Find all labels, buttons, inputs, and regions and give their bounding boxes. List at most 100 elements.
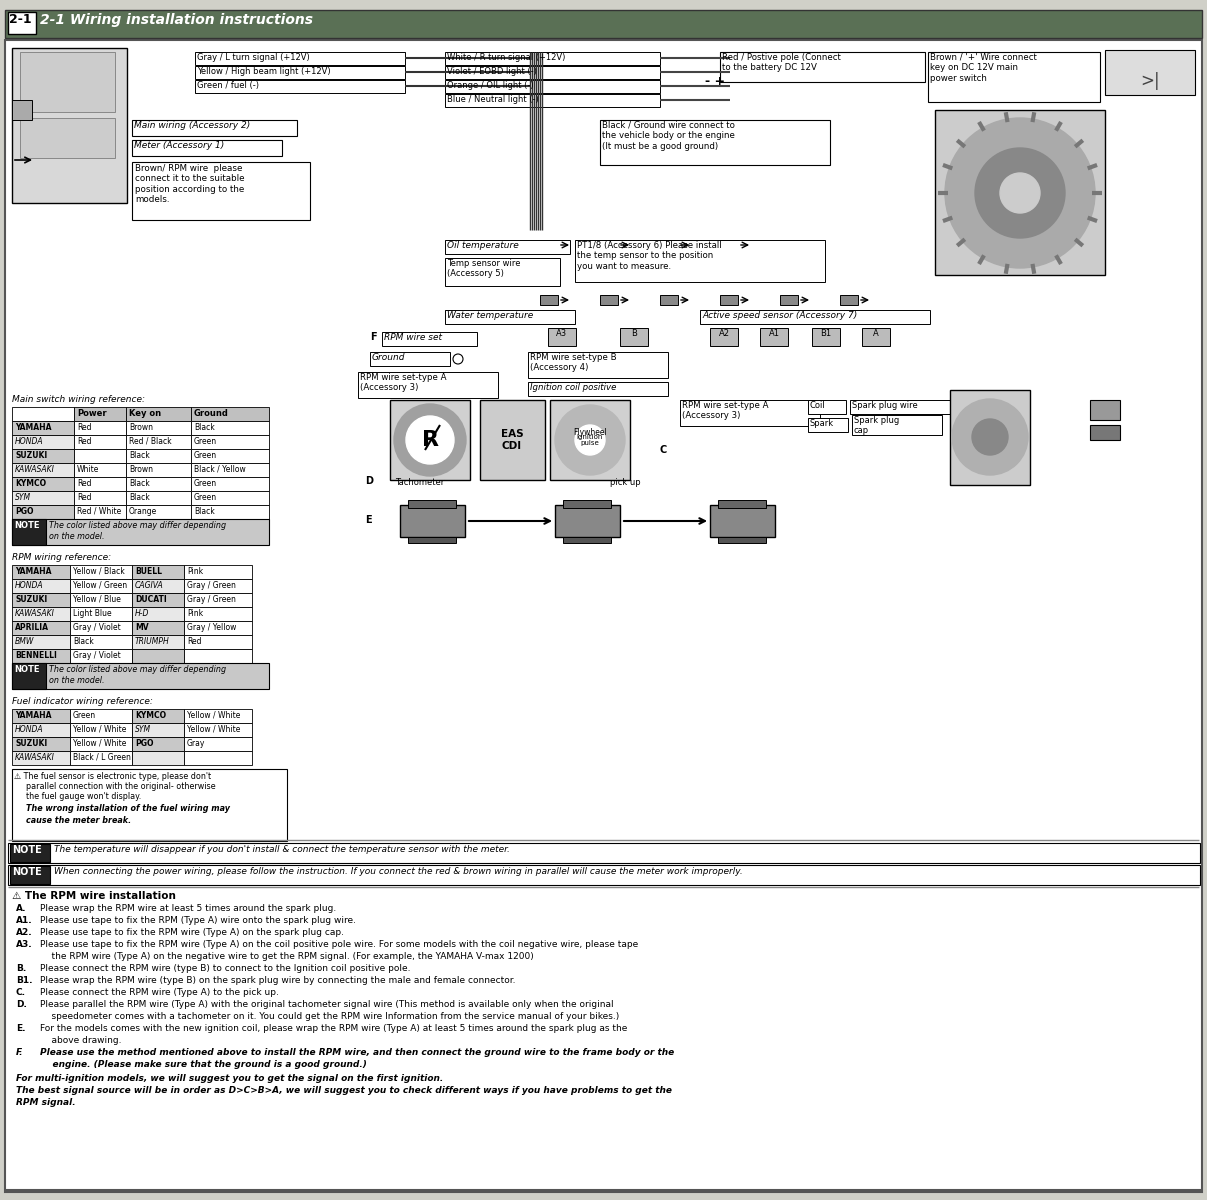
Bar — [550, 400, 630, 480]
Text: Please wrap the RPM wire at least 5 times around the spark plug.: Please wrap the RPM wire at least 5 time… — [40, 904, 337, 913]
Text: Please wrap the RPM wire (type B) on the spark plug wire by connecting the male : Please wrap the RPM wire (type B) on the… — [40, 976, 515, 985]
Text: A1.: A1. — [16, 916, 33, 925]
Bar — [8, 842, 1200, 863]
Bar — [183, 635, 252, 649]
Text: YAMAHA: YAMAHA — [14, 710, 52, 720]
Bar — [12, 593, 70, 607]
Bar — [562, 500, 611, 508]
Text: The best signal source will be in order as D>C>B>A, we will suggest you to check: The best signal source will be in order … — [16, 1086, 672, 1094]
Bar — [132, 578, 183, 593]
Bar — [70, 722, 132, 737]
Bar — [70, 751, 132, 766]
Bar — [445, 94, 660, 107]
Text: D: D — [365, 476, 373, 486]
Bar — [12, 737, 70, 751]
Text: PGO: PGO — [135, 739, 153, 748]
Bar — [12, 518, 46, 545]
Bar — [191, 505, 269, 518]
Text: BUELL: BUELL — [135, 566, 162, 576]
Bar — [132, 709, 183, 722]
Bar — [12, 449, 74, 463]
Bar — [132, 120, 297, 136]
Bar — [70, 737, 132, 751]
Bar — [183, 607, 252, 622]
Text: Violet / EOBD light (-): Violet / EOBD light (-) — [447, 67, 537, 76]
Text: SUZUKI: SUZUKI — [14, 739, 47, 748]
Bar — [12, 48, 127, 203]
Bar — [408, 500, 456, 508]
Bar — [12, 769, 287, 841]
Bar — [12, 463, 74, 476]
Bar — [721, 52, 925, 82]
Text: Please connect the RPM wire (Type A) to the pick up.: Please connect the RPM wire (Type A) to … — [40, 988, 279, 997]
Text: B1: B1 — [821, 329, 832, 338]
Text: Black: Black — [194, 506, 215, 516]
Text: DUCATI: DUCATI — [135, 595, 167, 604]
Bar — [74, 421, 126, 434]
Text: E.: E. — [16, 1024, 25, 1033]
Text: Red / White: Red / White — [77, 506, 121, 516]
Bar — [70, 578, 132, 593]
Bar — [358, 372, 498, 398]
Text: Light Blue: Light Blue — [72, 608, 111, 618]
Bar — [10, 866, 49, 884]
Text: KAWASAKI: KAWASAKI — [14, 608, 54, 618]
Bar — [74, 407, 126, 421]
Text: Oil temperature: Oil temperature — [447, 241, 519, 250]
Text: Ground: Ground — [194, 409, 229, 418]
Bar — [191, 421, 269, 434]
Text: B: B — [631, 329, 637, 338]
Text: Gray / Violet: Gray / Violet — [72, 623, 121, 632]
Bar — [12, 476, 74, 491]
Bar — [862, 328, 890, 346]
Bar — [527, 352, 667, 378]
Text: BMW: BMW — [14, 637, 34, 646]
Circle shape — [1001, 173, 1040, 214]
Bar — [12, 662, 46, 689]
Text: A: A — [873, 329, 879, 338]
Bar — [371, 352, 450, 366]
Text: PT1/8 (Accessory 6) Please install
the temp sensor to the position
you want to m: PT1/8 (Accessory 6) Please install the t… — [577, 241, 722, 271]
Bar — [600, 120, 830, 164]
Text: Yellow / High beam light (+12V): Yellow / High beam light (+12V) — [197, 67, 331, 76]
Text: >|: >| — [1141, 72, 1160, 90]
Bar — [445, 310, 575, 324]
Text: Brown: Brown — [129, 464, 153, 474]
Text: Pink: Pink — [187, 608, 203, 618]
Text: Orange: Orange — [129, 506, 157, 516]
Circle shape — [952, 398, 1028, 475]
Bar — [807, 418, 849, 432]
Bar — [935, 110, 1104, 275]
Text: A2: A2 — [718, 329, 729, 338]
Bar — [12, 635, 70, 649]
Circle shape — [972, 419, 1008, 455]
Text: F: F — [371, 332, 377, 342]
Text: Main wiring (Accessory 2): Main wiring (Accessory 2) — [134, 121, 250, 130]
Bar — [381, 332, 477, 346]
Text: Meter (Accessory 1): Meter (Accessory 1) — [134, 140, 225, 150]
Text: ⚠ The fuel sensor is electronic type, please don't: ⚠ The fuel sensor is electronic type, pl… — [14, 772, 211, 781]
Text: PGO: PGO — [14, 506, 34, 516]
Text: Main switch wiring reference:: Main switch wiring reference: — [12, 395, 145, 404]
Text: Temp sensor wire
(Accessory 5): Temp sensor wire (Accessory 5) — [447, 259, 520, 278]
Bar — [183, 709, 252, 722]
Text: Red / Postive pole (Connect
to the battery DC 12V: Red / Postive pole (Connect to the batte… — [722, 53, 841, 72]
Text: Yellow / Green: Yellow / Green — [72, 581, 127, 590]
Text: Black: Black — [129, 493, 150, 502]
Bar — [70, 593, 132, 607]
Text: Red: Red — [187, 637, 202, 646]
Bar — [840, 295, 858, 305]
Text: Water temperature: Water temperature — [447, 311, 533, 320]
Text: RPM wire set-type A
(Accessory 3): RPM wire set-type A (Accessory 3) — [360, 373, 447, 392]
Text: B.: B. — [16, 964, 27, 973]
Bar — [132, 722, 183, 737]
Text: ⚠ The RPM wire installation: ⚠ The RPM wire installation — [12, 890, 176, 901]
Text: Flywheel: Flywheel — [573, 428, 607, 437]
Text: Ground: Ground — [372, 353, 406, 362]
Bar — [812, 328, 840, 346]
Text: YAMAHA: YAMAHA — [14, 566, 52, 576]
Bar — [183, 578, 252, 593]
Bar — [721, 295, 737, 305]
Text: Red: Red — [77, 479, 92, 488]
Text: Brown: Brown — [129, 422, 153, 432]
